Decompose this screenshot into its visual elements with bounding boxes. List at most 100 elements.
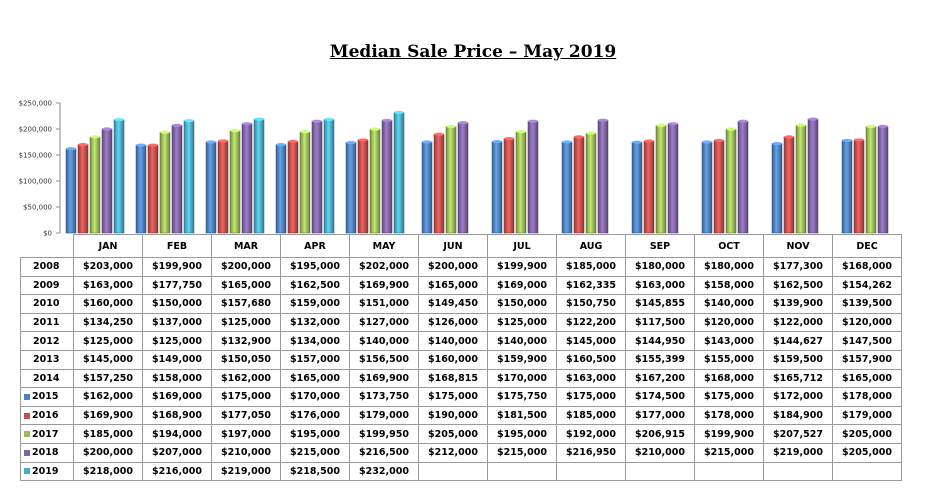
bar-2019-mar [253, 118, 265, 234]
bar-cap [738, 119, 748, 123]
price-cell: $175,000 [418, 387, 488, 407]
year-label: 2013 [20, 349, 74, 370]
price-cell: $134,250 [73, 312, 143, 333]
bar-cap [504, 137, 514, 141]
price-cell: $165,000 [211, 275, 281, 296]
price-cell: $168,000 [694, 368, 764, 389]
price-cell: $200,000 [418, 257, 488, 277]
bar-cap [772, 141, 782, 146]
price-cell: $162,500 [280, 275, 350, 296]
price-cell: $145,000 [73, 349, 143, 370]
price-cell: $180,000 [625, 257, 695, 277]
price-cell: $150,000 [142, 294, 212, 314]
price-cell: $157,680 [211, 294, 281, 314]
month-header: APR [280, 234, 350, 258]
price-cell: $170,000 [487, 368, 557, 389]
price-cell: $177,750 [142, 275, 212, 296]
bar-2017-feb [159, 131, 171, 234]
bar-cap [668, 122, 678, 126]
price-cell: $163,000 [625, 275, 695, 296]
year-text: 2017 [32, 428, 59, 440]
price-cell: $173,750 [349, 387, 419, 407]
price-cell: $167,200 [625, 368, 695, 389]
price-cell: $139,500 [832, 294, 902, 314]
bar-cap [382, 118, 392, 123]
bar-2015-apr [275, 144, 287, 234]
table-row: 2014 $157,250 $158,000 $162,000 $165,000 $169… [20, 368, 902, 389]
bar-cap [230, 128, 240, 133]
bar-cap [300, 130, 310, 134]
price-cell: $175,000 [694, 387, 764, 407]
month-header: NOV [763, 234, 833, 258]
bar-cap [160, 130, 170, 134]
y-tick-label: $100,000 [19, 178, 52, 186]
price-cell: $122,200 [556, 312, 626, 333]
price-cell [763, 461, 833, 482]
bar-2019-feb [183, 120, 195, 234]
bar-cap [796, 123, 806, 127]
bar-2019-apr [323, 119, 335, 234]
bar-cap [574, 135, 584, 139]
price-cell: $175,000 [211, 387, 281, 407]
price-cell: $163,000 [556, 368, 626, 389]
bar-cap [66, 147, 76, 151]
y-tick-label: $150,000 [19, 152, 52, 160]
price-cell: $163,000 [73, 275, 143, 296]
price-cell: $175,750 [487, 387, 557, 407]
price-cell: $125,000 [211, 312, 281, 333]
price-cell: $137,000 [142, 312, 212, 333]
price-cell: $199,900 [142, 257, 212, 277]
price-cell: $205,000 [832, 424, 902, 444]
bar-2015-jan [65, 148, 77, 234]
price-cell: $132,900 [211, 331, 281, 351]
bar-2018-jun [457, 122, 469, 234]
bar-2019-jan [113, 119, 125, 234]
price-cell: $203,000 [73, 257, 143, 277]
price-cell: $194,000 [142, 424, 212, 444]
price-cell: $159,900 [487, 349, 557, 370]
bar-2015-dec [841, 140, 853, 234]
price-cell: $125,000 [73, 331, 143, 351]
bar-cap [114, 118, 124, 122]
year-label: 2017 [20, 424, 74, 444]
price-cell: $195,000 [280, 424, 350, 444]
month-header: MAY [349, 234, 419, 258]
price-cell: $199,900 [694, 424, 764, 444]
bar-cap [492, 140, 502, 144]
price-cell: $185,000 [73, 424, 143, 444]
bar-2017-sep [655, 125, 667, 234]
year-label: 2016 [20, 405, 74, 426]
price-cell: $185,000 [556, 257, 626, 277]
month-header: MAR [211, 234, 281, 258]
price-cell: $200,000 [211, 257, 281, 277]
table-row: 2013 $145,000 $149,000 $150,050 $157,000 $156… [20, 349, 902, 370]
chart-plot: $0 $50,000 $100,000 $150,000 $200,000 $250,00… [19, 100, 889, 238]
price-cell: $145,855 [625, 294, 695, 314]
bar-cap [784, 135, 794, 139]
price-cell [418, 461, 488, 482]
bar-cap [598, 118, 608, 122]
bar-cap [324, 117, 334, 121]
year-text: 2011 [33, 317, 60, 329]
chart-title: Median Sale Price – May 2019 [329, 42, 617, 62]
bar-2015-may [345, 142, 357, 234]
price-cell: $159,500 [763, 349, 833, 370]
year-label: 2014 [20, 368, 74, 389]
bar-2016-jan [77, 144, 89, 234]
bar-2015-feb [135, 144, 147, 234]
bar-2016-oct [713, 140, 725, 234]
price-cell: $216,500 [349, 442, 419, 463]
price-cell: $199,900 [487, 257, 557, 277]
price-cell: $195,000 [280, 257, 350, 277]
year-text: 2010 [33, 298, 60, 310]
data-table: JAN FEB MAR APR MAY JUN JUL AUG SEP OCT NOV DEC 200… [20, 234, 902, 482]
month-header: OCT [694, 234, 764, 258]
month-header: JUL [487, 234, 557, 258]
bar-2015-nov [771, 143, 783, 234]
price-cell: $210,000 [625, 442, 695, 463]
price-cell: $165,712 [763, 368, 833, 389]
price-cell: $169,000 [142, 387, 212, 407]
bar-2016-jul [503, 138, 515, 234]
month-header: FEB [142, 234, 212, 258]
bar-2016-feb [147, 144, 159, 234]
